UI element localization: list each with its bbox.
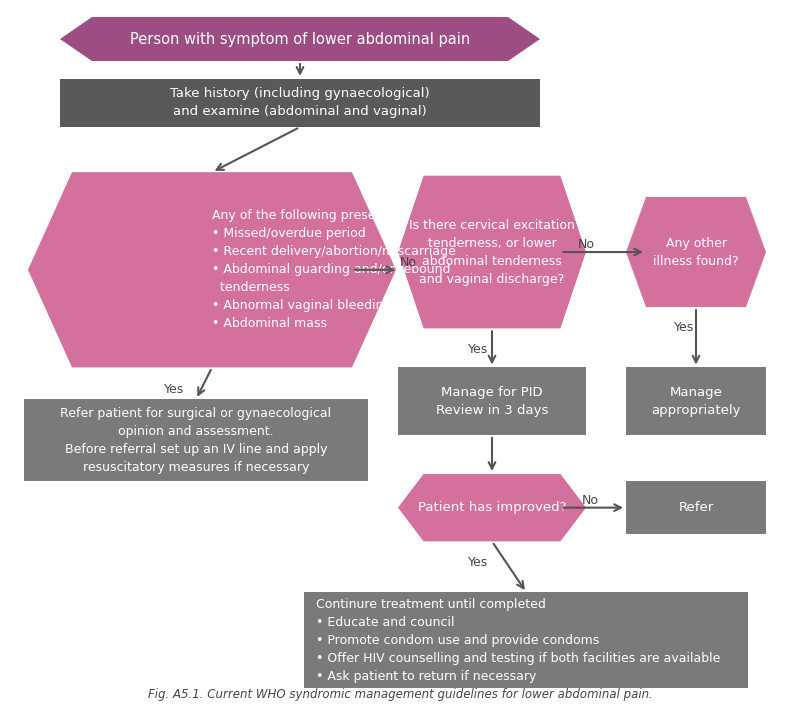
Text: Continure treatment until completed
• Educate and council
• Promote condom use a: Continure treatment until completed • Ed… <box>317 598 721 683</box>
Polygon shape <box>28 172 396 368</box>
Text: Manage
appropriately: Manage appropriately <box>651 386 741 417</box>
Text: Any of the following present?
• Missed/overdue period
• Recent delivery/abortion: Any of the following present? • Missed/o… <box>212 209 456 330</box>
Text: Take history (including gynaecological)
and examine (abdominal and vaginal): Take history (including gynaecological) … <box>170 87 430 119</box>
FancyBboxPatch shape <box>398 367 586 435</box>
Text: Patient has improved?: Patient has improved? <box>418 501 566 514</box>
Text: Yes: Yes <box>467 555 488 569</box>
Polygon shape <box>626 197 766 307</box>
Text: Refer: Refer <box>678 501 714 514</box>
FancyBboxPatch shape <box>626 481 766 535</box>
Polygon shape <box>398 474 586 541</box>
FancyBboxPatch shape <box>24 399 368 481</box>
Text: Manage for PID
Review in 3 days: Manage for PID Review in 3 days <box>436 386 548 417</box>
Text: Refer patient for surgical or gynaecological
opinion and assessment.
Before refe: Refer patient for surgical or gynaecolog… <box>61 407 331 474</box>
FancyBboxPatch shape <box>304 592 749 689</box>
Text: No: No <box>400 256 417 269</box>
Polygon shape <box>60 17 540 61</box>
Text: Person with symptom of lower abdominal pain: Person with symptom of lower abdominal p… <box>130 31 470 47</box>
Text: Yes: Yes <box>674 321 694 334</box>
Text: Fig. A5.1. Current WHO syndromic management guidelines for lower abdominal pain.: Fig. A5.1. Current WHO syndromic managem… <box>147 689 653 701</box>
Text: Yes: Yes <box>164 383 185 396</box>
FancyBboxPatch shape <box>626 367 766 435</box>
Text: No: No <box>578 239 595 251</box>
Text: No: No <box>582 494 599 507</box>
Polygon shape <box>398 175 586 328</box>
Text: Yes: Yes <box>467 343 488 356</box>
FancyBboxPatch shape <box>60 79 540 127</box>
Text: Is there cervical excitation
tenderness, or lower
abdominal tenderness
and vagin: Is there cervical excitation tenderness,… <box>409 219 575 285</box>
Text: Any other
illness found?: Any other illness found? <box>653 236 739 268</box>
